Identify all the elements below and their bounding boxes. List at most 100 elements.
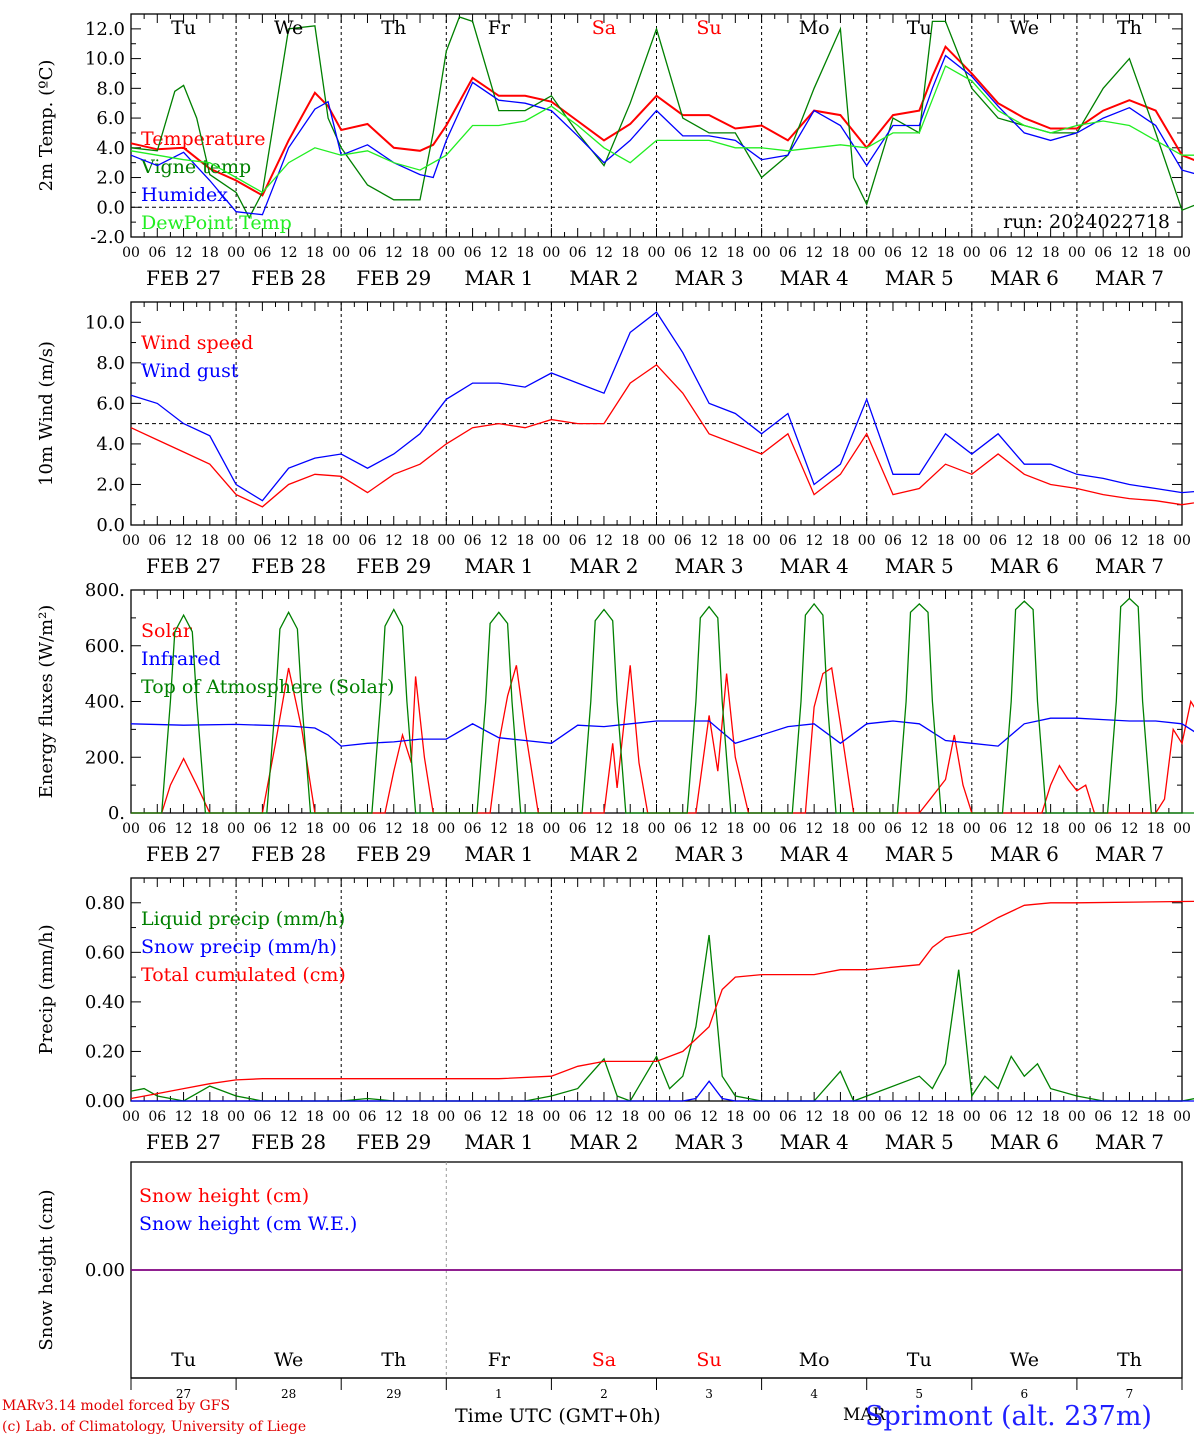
date-label: MAR 1 bbox=[464, 1130, 533, 1154]
hour-tick-label: 18 bbox=[621, 1109, 639, 1125]
day-number: 27 bbox=[176, 1387, 191, 1401]
legend-entry: Liquid precip (mm/h) bbox=[141, 908, 345, 930]
y-tick-label: 0.80 bbox=[85, 893, 125, 914]
date-label: MAR 3 bbox=[675, 842, 744, 866]
hour-tick-label: 06 bbox=[989, 245, 1007, 261]
hour-tick-label: 00 bbox=[1068, 821, 1086, 837]
hour-tick-label: 00 bbox=[963, 1109, 981, 1125]
hour-tick-label: 06 bbox=[884, 1109, 902, 1125]
hour-tick-label: 12 bbox=[595, 1109, 613, 1125]
hour-tick-label: 18 bbox=[411, 821, 429, 837]
legend-entry: Total cumulated (cm) bbox=[141, 964, 346, 986]
weekday-label: Mo bbox=[799, 17, 830, 39]
weekday-label: We bbox=[274, 1349, 303, 1371]
weekday-label: Tu bbox=[907, 17, 932, 39]
hour-tick-label: 06 bbox=[1094, 245, 1112, 261]
hour-tick-label: 12 bbox=[910, 821, 928, 837]
hour-tick-label: 06 bbox=[359, 1109, 377, 1125]
date-label: MAR 1 bbox=[464, 842, 533, 866]
hour-tick-label: 06 bbox=[569, 533, 587, 549]
legend-entry: Infrared bbox=[141, 648, 221, 670]
legend-entry: Temperature bbox=[141, 128, 265, 150]
y-tick-label: 400. bbox=[85, 692, 125, 713]
hour-tick-label: 06 bbox=[359, 245, 377, 261]
hour-tick-label: 12 bbox=[385, 533, 403, 549]
hour-tick-label: 18 bbox=[937, 1109, 955, 1125]
hour-tick-label: 00 bbox=[648, 1109, 666, 1125]
hour-tick-label: 06 bbox=[253, 245, 271, 261]
y-tick-label: 0.60 bbox=[85, 942, 125, 963]
hour-tick-label: 18 bbox=[411, 245, 429, 261]
hour-tick-label: 00 bbox=[963, 533, 981, 549]
hour-tick-label: 00 bbox=[753, 821, 771, 837]
x-axis-label: Time UTC (GMT+0h) bbox=[455, 1405, 661, 1427]
hour-tick-label: 00 bbox=[963, 245, 981, 261]
y-tick-label: 0.20 bbox=[85, 1041, 125, 1062]
hour-tick-label: 18 bbox=[832, 245, 850, 261]
hour-tick-label: 00 bbox=[122, 533, 140, 549]
date-label: FEB 29 bbox=[356, 266, 431, 290]
date-label: FEB 29 bbox=[356, 554, 431, 578]
date-label: FEB 28 bbox=[251, 554, 326, 578]
hour-tick-label: 18 bbox=[201, 533, 219, 549]
hour-tick-label: 06 bbox=[884, 533, 902, 549]
hour-tick-label: 18 bbox=[306, 245, 324, 261]
y-tick-label: 0.0 bbox=[96, 197, 125, 218]
hour-tick-label: 06 bbox=[1094, 821, 1112, 837]
hour-tick-label: 18 bbox=[516, 245, 534, 261]
hour-tick-label: 18 bbox=[1147, 1109, 1165, 1125]
hour-tick-label: 18 bbox=[726, 1109, 744, 1125]
hour-tick-label: 12 bbox=[490, 821, 508, 837]
lab-credit: (c) Lab. of Climatology, University of L… bbox=[2, 1419, 307, 1435]
date-label: MAR 2 bbox=[569, 554, 638, 578]
y-tick-label: 6.0 bbox=[96, 108, 125, 129]
day-number: 29 bbox=[386, 1387, 401, 1401]
hour-tick-label: 18 bbox=[832, 533, 850, 549]
weekday-label: We bbox=[1010, 1349, 1039, 1371]
hour-tick-label: 18 bbox=[516, 821, 534, 837]
date-label: MAR 6 bbox=[990, 266, 1059, 290]
hour-tick-label: 06 bbox=[359, 821, 377, 837]
hour-tick-label: 18 bbox=[621, 245, 639, 261]
hour-tick-label: 12 bbox=[910, 533, 928, 549]
date-label: MAR 3 bbox=[675, 554, 744, 578]
hour-tick-label: 18 bbox=[1147, 821, 1165, 837]
hour-tick-label: 06 bbox=[464, 533, 482, 549]
hour-tick-label: 06 bbox=[779, 533, 797, 549]
date-label: MAR 4 bbox=[780, 842, 849, 866]
y-tick-label: 4.0 bbox=[96, 138, 125, 159]
legend-entry: Snow height (cm W.E.) bbox=[139, 1213, 357, 1235]
hour-tick-label: 06 bbox=[779, 821, 797, 837]
hour-tick-label: 00 bbox=[332, 1109, 350, 1125]
model-credit: MARv3.14 model forced by GFS bbox=[2, 1398, 231, 1414]
y-tick-label: 200. bbox=[85, 747, 125, 768]
hour-tick-label: 18 bbox=[1042, 1109, 1060, 1125]
hour-tick-label: 00 bbox=[648, 533, 666, 549]
hour-tick-label: 00 bbox=[542, 821, 560, 837]
legend-entry: Top of Atmosphere (Solar) bbox=[141, 676, 394, 698]
weekday-label: Su bbox=[696, 1349, 721, 1371]
hour-tick-label: 00 bbox=[227, 821, 245, 837]
weekday-label: Th bbox=[381, 1349, 406, 1371]
hour-tick-label: 00 bbox=[753, 1109, 771, 1125]
hour-tick-label: 12 bbox=[595, 533, 613, 549]
y-tick-label: 8.0 bbox=[96, 353, 125, 374]
weekday-label: Su bbox=[696, 17, 721, 39]
legend-entry: Snow height (cm) bbox=[139, 1185, 309, 1207]
hour-tick-label: 18 bbox=[726, 821, 744, 837]
date-label: FEB 28 bbox=[251, 842, 326, 866]
hour-tick-label: 06 bbox=[464, 1109, 482, 1125]
hour-tick-label: 06 bbox=[674, 245, 692, 261]
hour-tick-label: 18 bbox=[1147, 533, 1165, 549]
panel-frame bbox=[130, 589, 1183, 814]
date-label: MAR 4 bbox=[780, 554, 849, 578]
weekday-label: Tu bbox=[171, 17, 196, 39]
date-label: FEB 27 bbox=[146, 266, 221, 290]
date-label: MAR 6 bbox=[990, 842, 1059, 866]
hour-tick-label: 12 bbox=[385, 245, 403, 261]
series-line-darkgreen bbox=[130, 934, 1194, 1102]
hour-tick-label: 00 bbox=[1173, 1109, 1191, 1125]
hour-tick-label: 12 bbox=[1121, 1109, 1139, 1125]
series-line-darkgreen bbox=[130, 16, 1194, 220]
date-label: MAR 1 bbox=[464, 266, 533, 290]
